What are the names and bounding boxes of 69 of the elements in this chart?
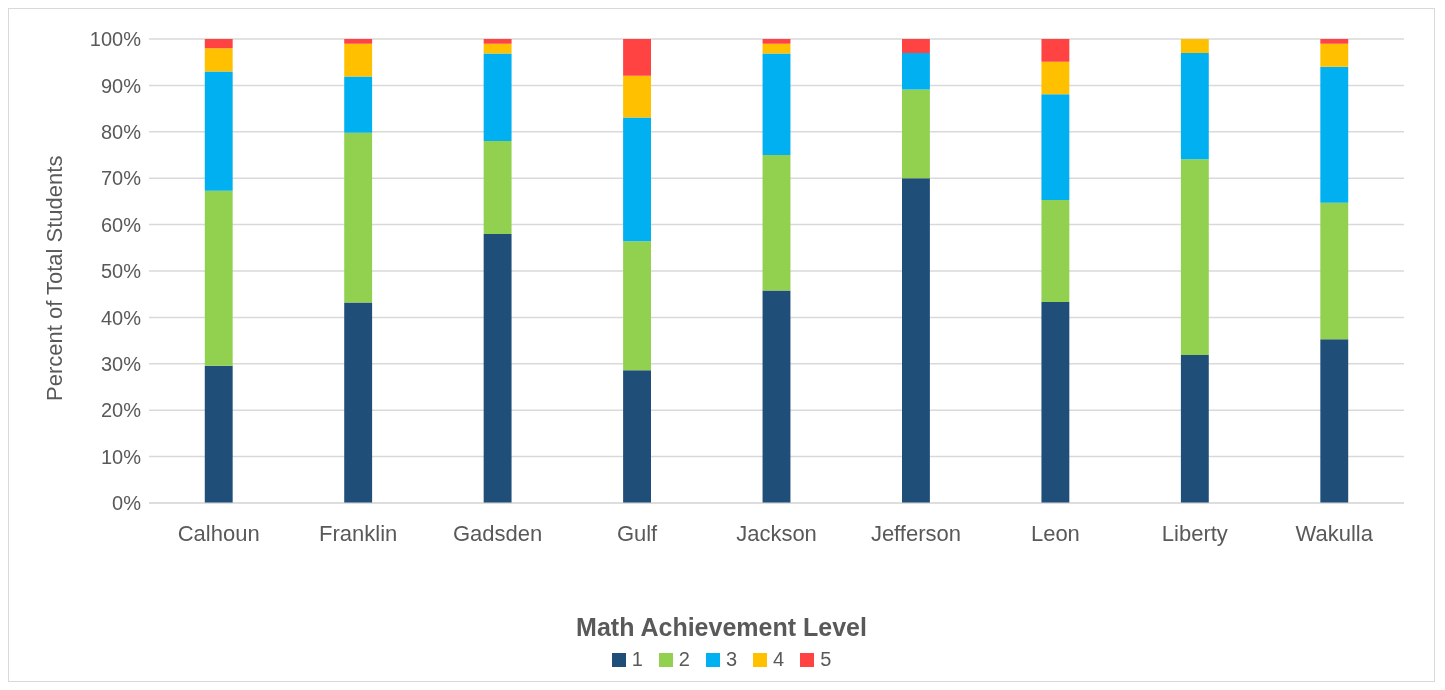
x-tick-label: Leon — [1030, 520, 1080, 546]
y-tick-label: 70% — [100, 167, 142, 190]
bar — [623, 75, 651, 118]
bar — [204, 365, 233, 503]
x-tick-label: Franklin — [319, 520, 398, 546]
bar — [1320, 39, 1349, 44]
bar — [1320, 202, 1349, 340]
bar — [1041, 61, 1070, 95]
bar — [1041, 94, 1070, 201]
bar — [1320, 339, 1349, 503]
y-tick-label: 80% — [100, 120, 142, 143]
y-axis-title: Percent of Total Students — [41, 155, 67, 401]
legend-label: 2 — [677, 648, 690, 671]
legend-title: Math Achievement Level — [575, 613, 868, 642]
x-tick-label: Jackson — [736, 520, 817, 546]
bar — [902, 39, 930, 53]
bar — [483, 39, 512, 44]
y-tick-label: 0% — [112, 492, 142, 515]
x-tick-label: Liberty — [1161, 520, 1228, 546]
bar — [483, 233, 512, 503]
bar — [204, 190, 233, 366]
x-tick-label: Gadsden — [452, 520, 543, 546]
x-tick-label: Calhoun — [177, 520, 260, 546]
bar — [623, 39, 651, 76]
bar — [344, 132, 373, 303]
bar — [483, 43, 512, 54]
bar — [1320, 66, 1349, 203]
legend-label: 1 — [630, 648, 643, 671]
bar — [902, 89, 930, 179]
bar — [344, 43, 373, 77]
bar — [902, 52, 930, 90]
bar — [483, 141, 512, 234]
bar — [204, 48, 233, 72]
y-tick-label: 30% — [100, 352, 142, 375]
y-tick-label: 50% — [100, 260, 142, 283]
x-tick-label: Jefferson — [870, 520, 961, 546]
bar — [762, 290, 791, 503]
bar — [204, 71, 233, 191]
bar — [902, 178, 930, 503]
bar — [762, 155, 791, 291]
bar — [204, 39, 233, 49]
x-tick-label: Wakulla — [1295, 520, 1374, 546]
bar — [483, 53, 512, 142]
y-tick-label: 20% — [100, 399, 142, 422]
bar — [623, 370, 651, 503]
y-tick-label: 40% — [100, 306, 142, 329]
y-tick-label: 60% — [100, 213, 142, 236]
bar — [762, 53, 791, 155]
bar — [1041, 39, 1070, 62]
y-tick-label: 90% — [100, 74, 142, 97]
y-tick-label: 100% — [89, 28, 142, 51]
bar — [1180, 52, 1209, 160]
bar — [623, 117, 651, 242]
legend-label: 4 — [772, 648, 785, 671]
bar — [762, 39, 791, 44]
bar — [344, 39, 373, 44]
bar — [344, 76, 373, 133]
y-tick-label: 10% — [100, 445, 142, 468]
bar — [623, 241, 651, 371]
legend-label: 5 — [819, 648, 832, 671]
bar — [1320, 43, 1349, 67]
x-tick-label: Gulf — [616, 520, 659, 546]
legend-label: 3 — [724, 648, 738, 671]
bar — [344, 302, 373, 503]
bar — [1180, 159, 1209, 355]
bar — [1180, 354, 1209, 503]
bar — [1041, 200, 1070, 303]
bar — [1180, 39, 1209, 53]
bar — [1041, 302, 1070, 503]
